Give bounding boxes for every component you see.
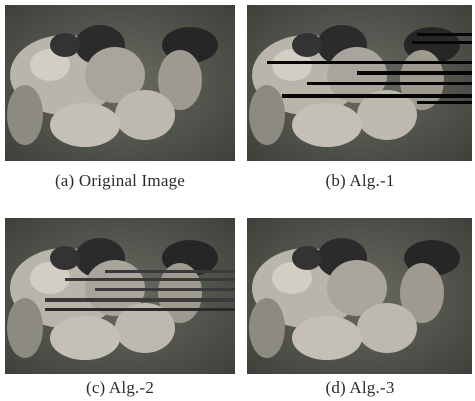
caption-d: (d) Alg.-3 <box>325 378 395 397</box>
football-scene-image <box>5 218 235 374</box>
image-alg-1 <box>247 5 472 161</box>
image-original <box>5 5 235 161</box>
football-scene-image <box>247 218 472 374</box>
football-scene-image <box>5 5 235 161</box>
caption-c: (c) Alg.-2 <box>85 378 155 397</box>
image-alg-2 <box>5 218 235 374</box>
image-alg-3 <box>247 218 472 374</box>
caption-b: (b) Alg.-1 <box>325 171 395 190</box>
football-scene-image <box>247 5 472 161</box>
caption-a: (a) Original Image <box>54 171 186 190</box>
